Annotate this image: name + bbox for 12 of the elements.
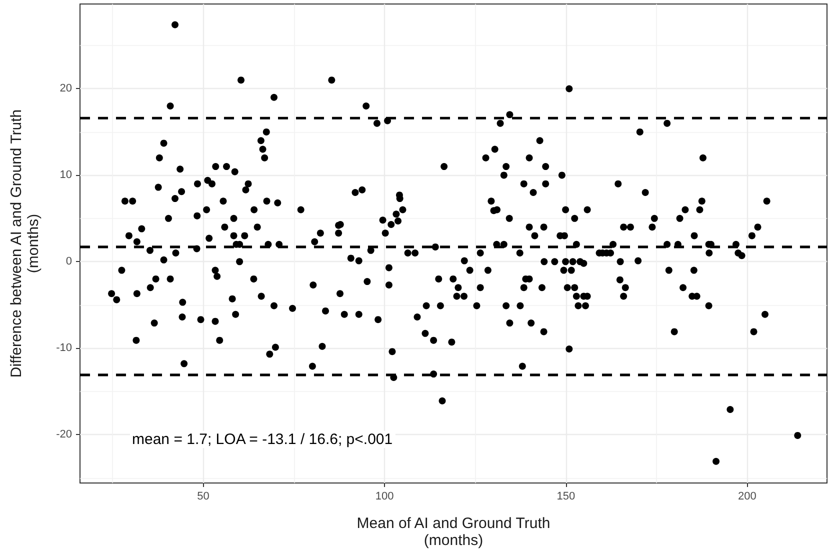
y-tick-label: -10 bbox=[56, 342, 72, 354]
y-tick-label: 20 bbox=[60, 82, 72, 95]
x-axis-title: Mean of AI and Ground Truth (months) bbox=[356, 515, 550, 549]
x-tick-label: 200 bbox=[738, 490, 756, 502]
y-tick-label: 10 bbox=[60, 169, 72, 182]
x-tick-label: 100 bbox=[375, 490, 394, 502]
y-tick-label: -20 bbox=[56, 428, 72, 441]
annotation: mean = 1.7; LOA = -13.1 / 16.6; p<.001 bbox=[132, 431, 393, 448]
y-axis-title: Difference between AI and Ground Truth (months) bbox=[8, 109, 42, 378]
x-tick-label: 50 bbox=[197, 490, 210, 502]
x-tick-label: 150 bbox=[556, 490, 576, 502]
y-tick-label: 0 bbox=[66, 256, 72, 268]
